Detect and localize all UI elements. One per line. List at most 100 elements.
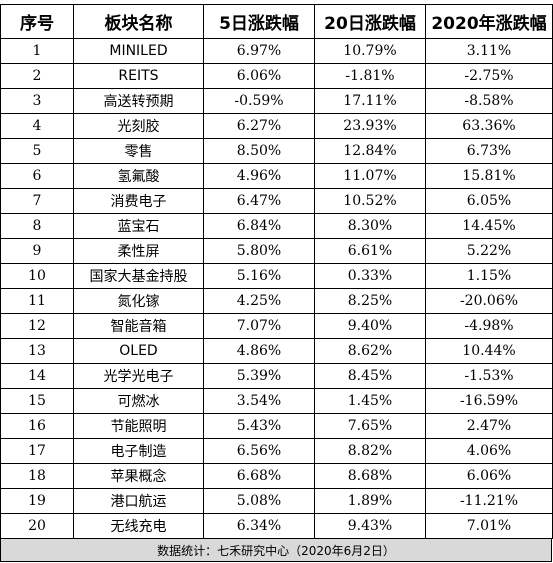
row-index-cell[interactable]: 16 xyxy=(0,413,74,439)
change-20day-cell[interactable]: 9.40% xyxy=(314,313,426,339)
row-index-cell[interactable]: 9 xyxy=(0,238,74,264)
sector-name-cell[interactable]: 电子制造 xyxy=(73,438,204,464)
change-5day-cell[interactable]: 5.16% xyxy=(203,263,315,289)
change-5day-cell[interactable]: 3.54% xyxy=(203,388,315,414)
row-index-cell[interactable]: 20 xyxy=(0,513,74,539)
change-ytd-cell[interactable]: 14.45% xyxy=(425,213,553,239)
change-20day-cell[interactable]: 10.52% xyxy=(314,188,426,214)
header-cell-ytd-change[interactable]: 2020年涨跌幅 xyxy=(425,4,553,39)
sector-name-cell[interactable]: 光刻胶 xyxy=(73,113,204,139)
row-index-cell[interactable]: 1 xyxy=(0,38,74,64)
change-20day-cell[interactable]: 1.89% xyxy=(314,488,426,514)
change-5day-cell[interactable]: 5.80% xyxy=(203,238,315,264)
row-index-cell[interactable]: 11 xyxy=(0,288,74,314)
change-5day-cell[interactable]: 6.68% xyxy=(203,463,315,489)
change-5day-cell[interactable]: 5.39% xyxy=(203,363,315,389)
sector-name-cell[interactable]: 节能照明 xyxy=(73,413,204,439)
change-20day-cell[interactable]: 10.79% xyxy=(314,38,426,64)
change-20day-cell[interactable]: 11.07% xyxy=(314,163,426,189)
change-ytd-cell[interactable]: 1.15% xyxy=(425,263,553,289)
change-20day-cell[interactable]: 6.61% xyxy=(314,238,426,264)
change-20day-cell[interactable]: 1.45% xyxy=(314,388,426,414)
change-5day-cell[interactable]: 8.50% xyxy=(203,138,315,164)
row-index-cell[interactable]: 3 xyxy=(0,88,74,114)
change-ytd-cell[interactable]: 6.05% xyxy=(425,188,553,214)
row-index-cell[interactable]: 10 xyxy=(0,263,74,289)
change-ytd-cell[interactable]: -1.53% xyxy=(425,363,553,389)
change-20day-cell[interactable]: 8.45% xyxy=(314,363,426,389)
sector-name-cell[interactable]: OLED xyxy=(73,338,204,364)
change-ytd-cell[interactable]: 6.06% xyxy=(425,463,553,489)
sector-name-cell[interactable]: 零售 xyxy=(73,138,204,164)
change-ytd-cell[interactable]: -11.21% xyxy=(425,488,553,514)
change-20day-cell[interactable]: 23.93% xyxy=(314,113,426,139)
change-5day-cell[interactable]: 5.08% xyxy=(203,488,315,514)
change-20day-cell[interactable]: 8.82% xyxy=(314,438,426,464)
change-5day-cell[interactable]: 6.47% xyxy=(203,188,315,214)
row-index-cell[interactable]: 4 xyxy=(0,113,74,139)
change-5day-cell[interactable]: 6.27% xyxy=(203,113,315,139)
sector-name-cell[interactable]: 苹果概念 xyxy=(73,463,204,489)
change-5day-cell[interactable]: 6.84% xyxy=(203,213,315,239)
change-ytd-cell[interactable]: -16.59% xyxy=(425,388,553,414)
row-index-cell[interactable]: 8 xyxy=(0,213,74,239)
change-20day-cell[interactable]: 7.65% xyxy=(314,413,426,439)
sector-name-cell[interactable]: REITS xyxy=(73,63,204,89)
source-note[interactable]: 数据统计：七禾研究中心（2020年6月2日） xyxy=(0,538,552,562)
row-index-cell[interactable]: 12 xyxy=(0,313,74,339)
header-cell-20day-change[interactable]: 20日涨跌幅 xyxy=(314,4,426,39)
change-5day-cell[interactable]: 6.06% xyxy=(203,63,315,89)
change-5day-cell[interactable]: 4.25% xyxy=(203,288,315,314)
sector-name-cell[interactable]: 无线充电 xyxy=(73,513,204,539)
change-ytd-cell[interactable]: -2.75% xyxy=(425,63,553,89)
change-20day-cell[interactable]: 8.62% xyxy=(314,338,426,364)
row-index-cell[interactable]: 5 xyxy=(0,138,74,164)
row-index-cell[interactable]: 17 xyxy=(0,438,74,464)
change-5day-cell[interactable]: 5.43% xyxy=(203,413,315,439)
sector-name-cell[interactable]: 光学光电子 xyxy=(73,363,204,389)
change-20day-cell[interactable]: 8.25% xyxy=(314,288,426,314)
sector-name-cell[interactable]: 消费电子 xyxy=(73,188,204,214)
sector-name-cell[interactable]: 蓝宝石 xyxy=(73,213,204,239)
change-5day-cell[interactable]: 6.56% xyxy=(203,438,315,464)
sector-name-cell[interactable]: 氢氟酸 xyxy=(73,163,204,189)
change-ytd-cell[interactable]: 2.47% xyxy=(425,413,553,439)
change-ytd-cell[interactable]: 10.44% xyxy=(425,338,553,364)
sector-name-cell[interactable]: 柔性屏 xyxy=(73,238,204,264)
change-5day-cell[interactable]: 4.86% xyxy=(203,338,315,364)
row-index-cell[interactable]: 7 xyxy=(0,188,74,214)
change-20day-cell[interactable]: 8.68% xyxy=(314,463,426,489)
row-index-cell[interactable]: 19 xyxy=(0,488,74,514)
sector-name-cell[interactable]: 高送转预期 xyxy=(73,88,204,114)
sector-name-cell[interactable]: 港口航运 xyxy=(73,488,204,514)
sector-name-cell[interactable]: MINILED xyxy=(73,38,204,64)
change-ytd-cell[interactable]: 3.11% xyxy=(425,38,553,64)
change-20day-cell[interactable]: 8.30% xyxy=(314,213,426,239)
change-ytd-cell[interactable]: 4.06% xyxy=(425,438,553,464)
header-cell-sector-name[interactable]: 板块名称 xyxy=(73,4,204,39)
header-cell-index[interactable]: 序号 xyxy=(0,4,74,39)
change-ytd-cell[interactable]: -8.58% xyxy=(425,88,553,114)
change-20day-cell[interactable]: 9.43% xyxy=(314,513,426,539)
change-5day-cell[interactable]: 6.97% xyxy=(203,38,315,64)
header-cell-5day-change[interactable]: 5日涨跌幅 xyxy=(203,4,315,39)
row-index-cell[interactable]: 15 xyxy=(0,388,74,414)
change-ytd-cell[interactable]: 15.81% xyxy=(425,163,553,189)
change-ytd-cell[interactable]: 63.36% xyxy=(425,113,553,139)
change-5day-cell[interactable]: 6.34% xyxy=(203,513,315,539)
row-index-cell[interactable]: 2 xyxy=(0,63,74,89)
sector-name-cell[interactable]: 智能音箱 xyxy=(73,313,204,339)
row-index-cell[interactable]: 14 xyxy=(0,363,74,389)
row-index-cell[interactable]: 13 xyxy=(0,338,74,364)
row-index-cell[interactable]: 18 xyxy=(0,463,74,489)
change-5day-cell[interactable]: -0.59% xyxy=(203,88,315,114)
change-20day-cell[interactable]: 0.33% xyxy=(314,263,426,289)
change-ytd-cell[interactable]: 5.22% xyxy=(425,238,553,264)
sector-name-cell[interactable]: 氮化镓 xyxy=(73,288,204,314)
change-5day-cell[interactable]: 7.07% xyxy=(203,313,315,339)
change-20day-cell[interactable]: 12.84% xyxy=(314,138,426,164)
change-ytd-cell[interactable]: -4.98% xyxy=(425,313,553,339)
row-index-cell[interactable]: 6 xyxy=(0,163,74,189)
change-20day-cell[interactable]: -1.81% xyxy=(314,63,426,89)
change-20day-cell[interactable]: 17.11% xyxy=(314,88,426,114)
